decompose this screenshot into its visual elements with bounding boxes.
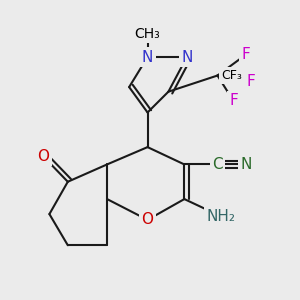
Text: N: N [142,50,153,64]
Text: O: O [142,212,154,227]
Text: O: O [37,149,49,164]
Text: N: N [181,50,193,64]
Text: C: C [212,157,223,172]
Text: NH₂: NH₂ [207,209,236,224]
Text: F: F [241,47,250,62]
Text: F: F [246,74,255,89]
Text: N: N [240,157,251,172]
Text: CH₃: CH₃ [135,27,161,41]
Text: F: F [229,93,238,108]
Text: CF₃: CF₃ [221,69,242,82]
